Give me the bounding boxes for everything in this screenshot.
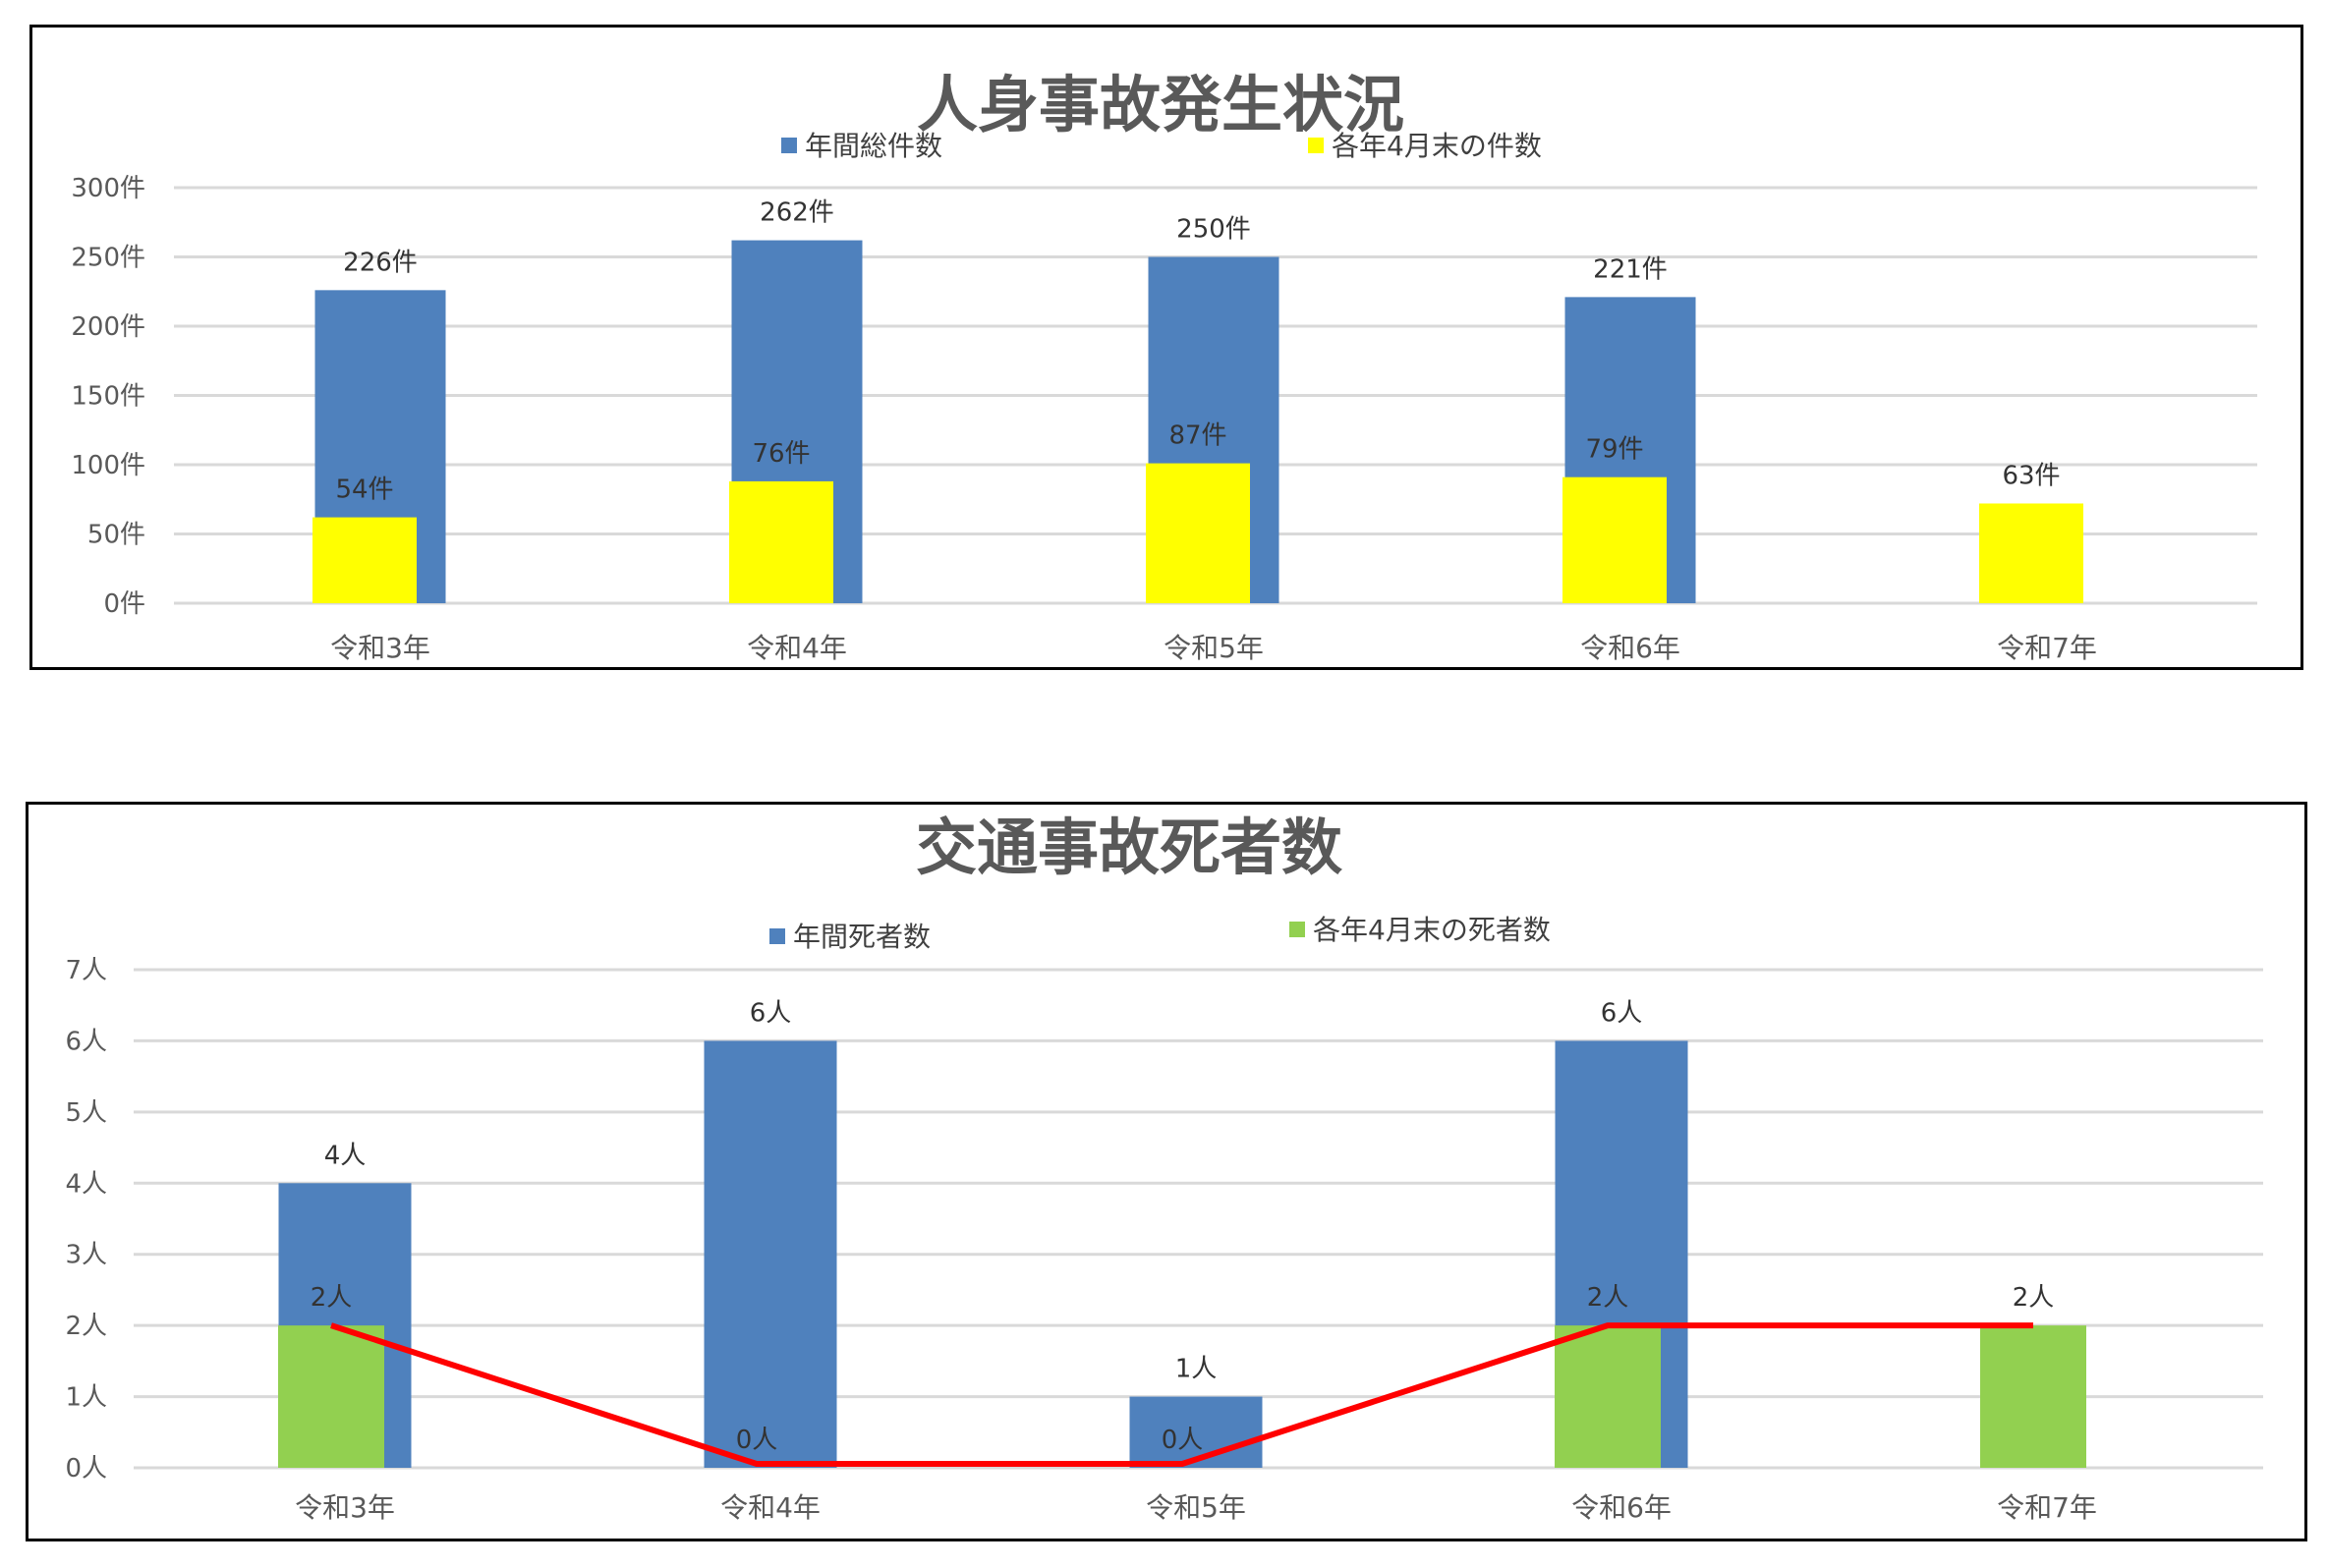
data-label-annual: 250件	[1176, 215, 1251, 245]
y-tick-label: 7人	[65, 956, 107, 985]
data-label-april: 87件	[1168, 421, 1226, 451]
y-tick-label: 300件	[71, 174, 145, 203]
x-tick-label: 令和5年	[1164, 632, 1264, 664]
x-tick-label: 令和3年	[330, 632, 430, 664]
x-tick-label: 令和5年	[1146, 1491, 1246, 1524]
legend-swatch	[1308, 138, 1324, 153]
bar-annual	[1129, 1396, 1263, 1468]
bar-annual	[704, 1040, 837, 1468]
legend-swatch	[781, 138, 797, 153]
x-tick-label: 令和6年	[1571, 1491, 1672, 1524]
series-line-april	[330, 1322, 2033, 1467]
chart-title: 人身事故発生状況	[917, 69, 1404, 140]
y-tick-label: 0件	[103, 589, 145, 619]
y-tick-label: 200件	[71, 312, 145, 342]
bar-april	[312, 517, 417, 603]
data-label-annual: 221件	[1593, 254, 1668, 284]
data-label-april: 2人	[2013, 1283, 2055, 1313]
legend-swatch	[1289, 922, 1305, 937]
data-label-april: 54件	[335, 476, 393, 505]
y-tick-label: 1人	[65, 1383, 107, 1413]
y-tick-label: 150件	[71, 382, 145, 412]
legend-label: 年間総件数	[805, 130, 942, 162]
data-label-april: 0人	[1162, 1426, 1204, 1455]
data-label-april: 63件	[2002, 461, 2060, 490]
data-label-annual: 6人	[1601, 998, 1643, 1028]
y-tick-label: 4人	[65, 1169, 107, 1199]
data-label-april: 76件	[752, 439, 810, 469]
x-tick-label: 令和4年	[720, 1491, 821, 1524]
y-tick-label: 0人	[65, 1454, 107, 1484]
bar-april	[1980, 1325, 2086, 1468]
legend-label: 年間死者数	[793, 921, 931, 953]
x-tick-label: 令和7年	[1997, 1491, 2097, 1524]
data-label-april: 2人	[311, 1283, 353, 1313]
x-tick-label: 令和6年	[1580, 632, 1680, 664]
chart-title: 交通事故死者数	[916, 812, 1342, 883]
bar-april	[1979, 503, 2083, 603]
y-tick-label: 3人	[65, 1241, 107, 1270]
chart-fatalities: 交通事故死者数 0人 1人 2人 3人 4人 5人 6人 7人令和3年 令和4年 令和5年 令和6年…	[26, 802, 2307, 1541]
legend-label: 各年4月末の件数	[1332, 130, 1542, 162]
y-tick-label: 250件	[71, 244, 145, 273]
bar-april	[729, 480, 833, 603]
bar-april	[1562, 476, 1667, 603]
data-label-annual: 6人	[750, 998, 792, 1028]
legend-label: 各年4月末の死者数	[1313, 914, 1551, 946]
y-tick-label: 50件	[87, 521, 145, 550]
x-tick-label: 令和4年	[747, 632, 847, 664]
legend-swatch	[769, 928, 785, 944]
x-tick-label: 令和3年	[295, 1491, 395, 1524]
bar-april	[1555, 1325, 1661, 1468]
data-label-april: 2人	[1587, 1283, 1629, 1313]
data-label-april: 79件	[1585, 435, 1643, 465]
chart-accidents: 人身事故発生状況 0件 50件 100件 150件 200件 250件 300件令和3年 令和…	[29, 25, 2303, 670]
x-tick-label: 令和7年	[1997, 632, 2097, 664]
bar-april	[1146, 463, 1250, 603]
y-tick-label: 6人	[65, 1027, 107, 1056]
bar-april	[278, 1325, 384, 1468]
data-label-annual: 226件	[343, 248, 418, 277]
data-label-annual: 4人	[324, 1141, 367, 1170]
y-tick-label: 5人	[65, 1098, 107, 1128]
data-label-annual: 262件	[760, 198, 834, 228]
data-label-april: 0人	[736, 1426, 778, 1455]
data-label-annual: 1人	[1175, 1355, 1218, 1384]
y-tick-label: 2人	[65, 1312, 107, 1341]
y-tick-label: 100件	[71, 451, 145, 480]
